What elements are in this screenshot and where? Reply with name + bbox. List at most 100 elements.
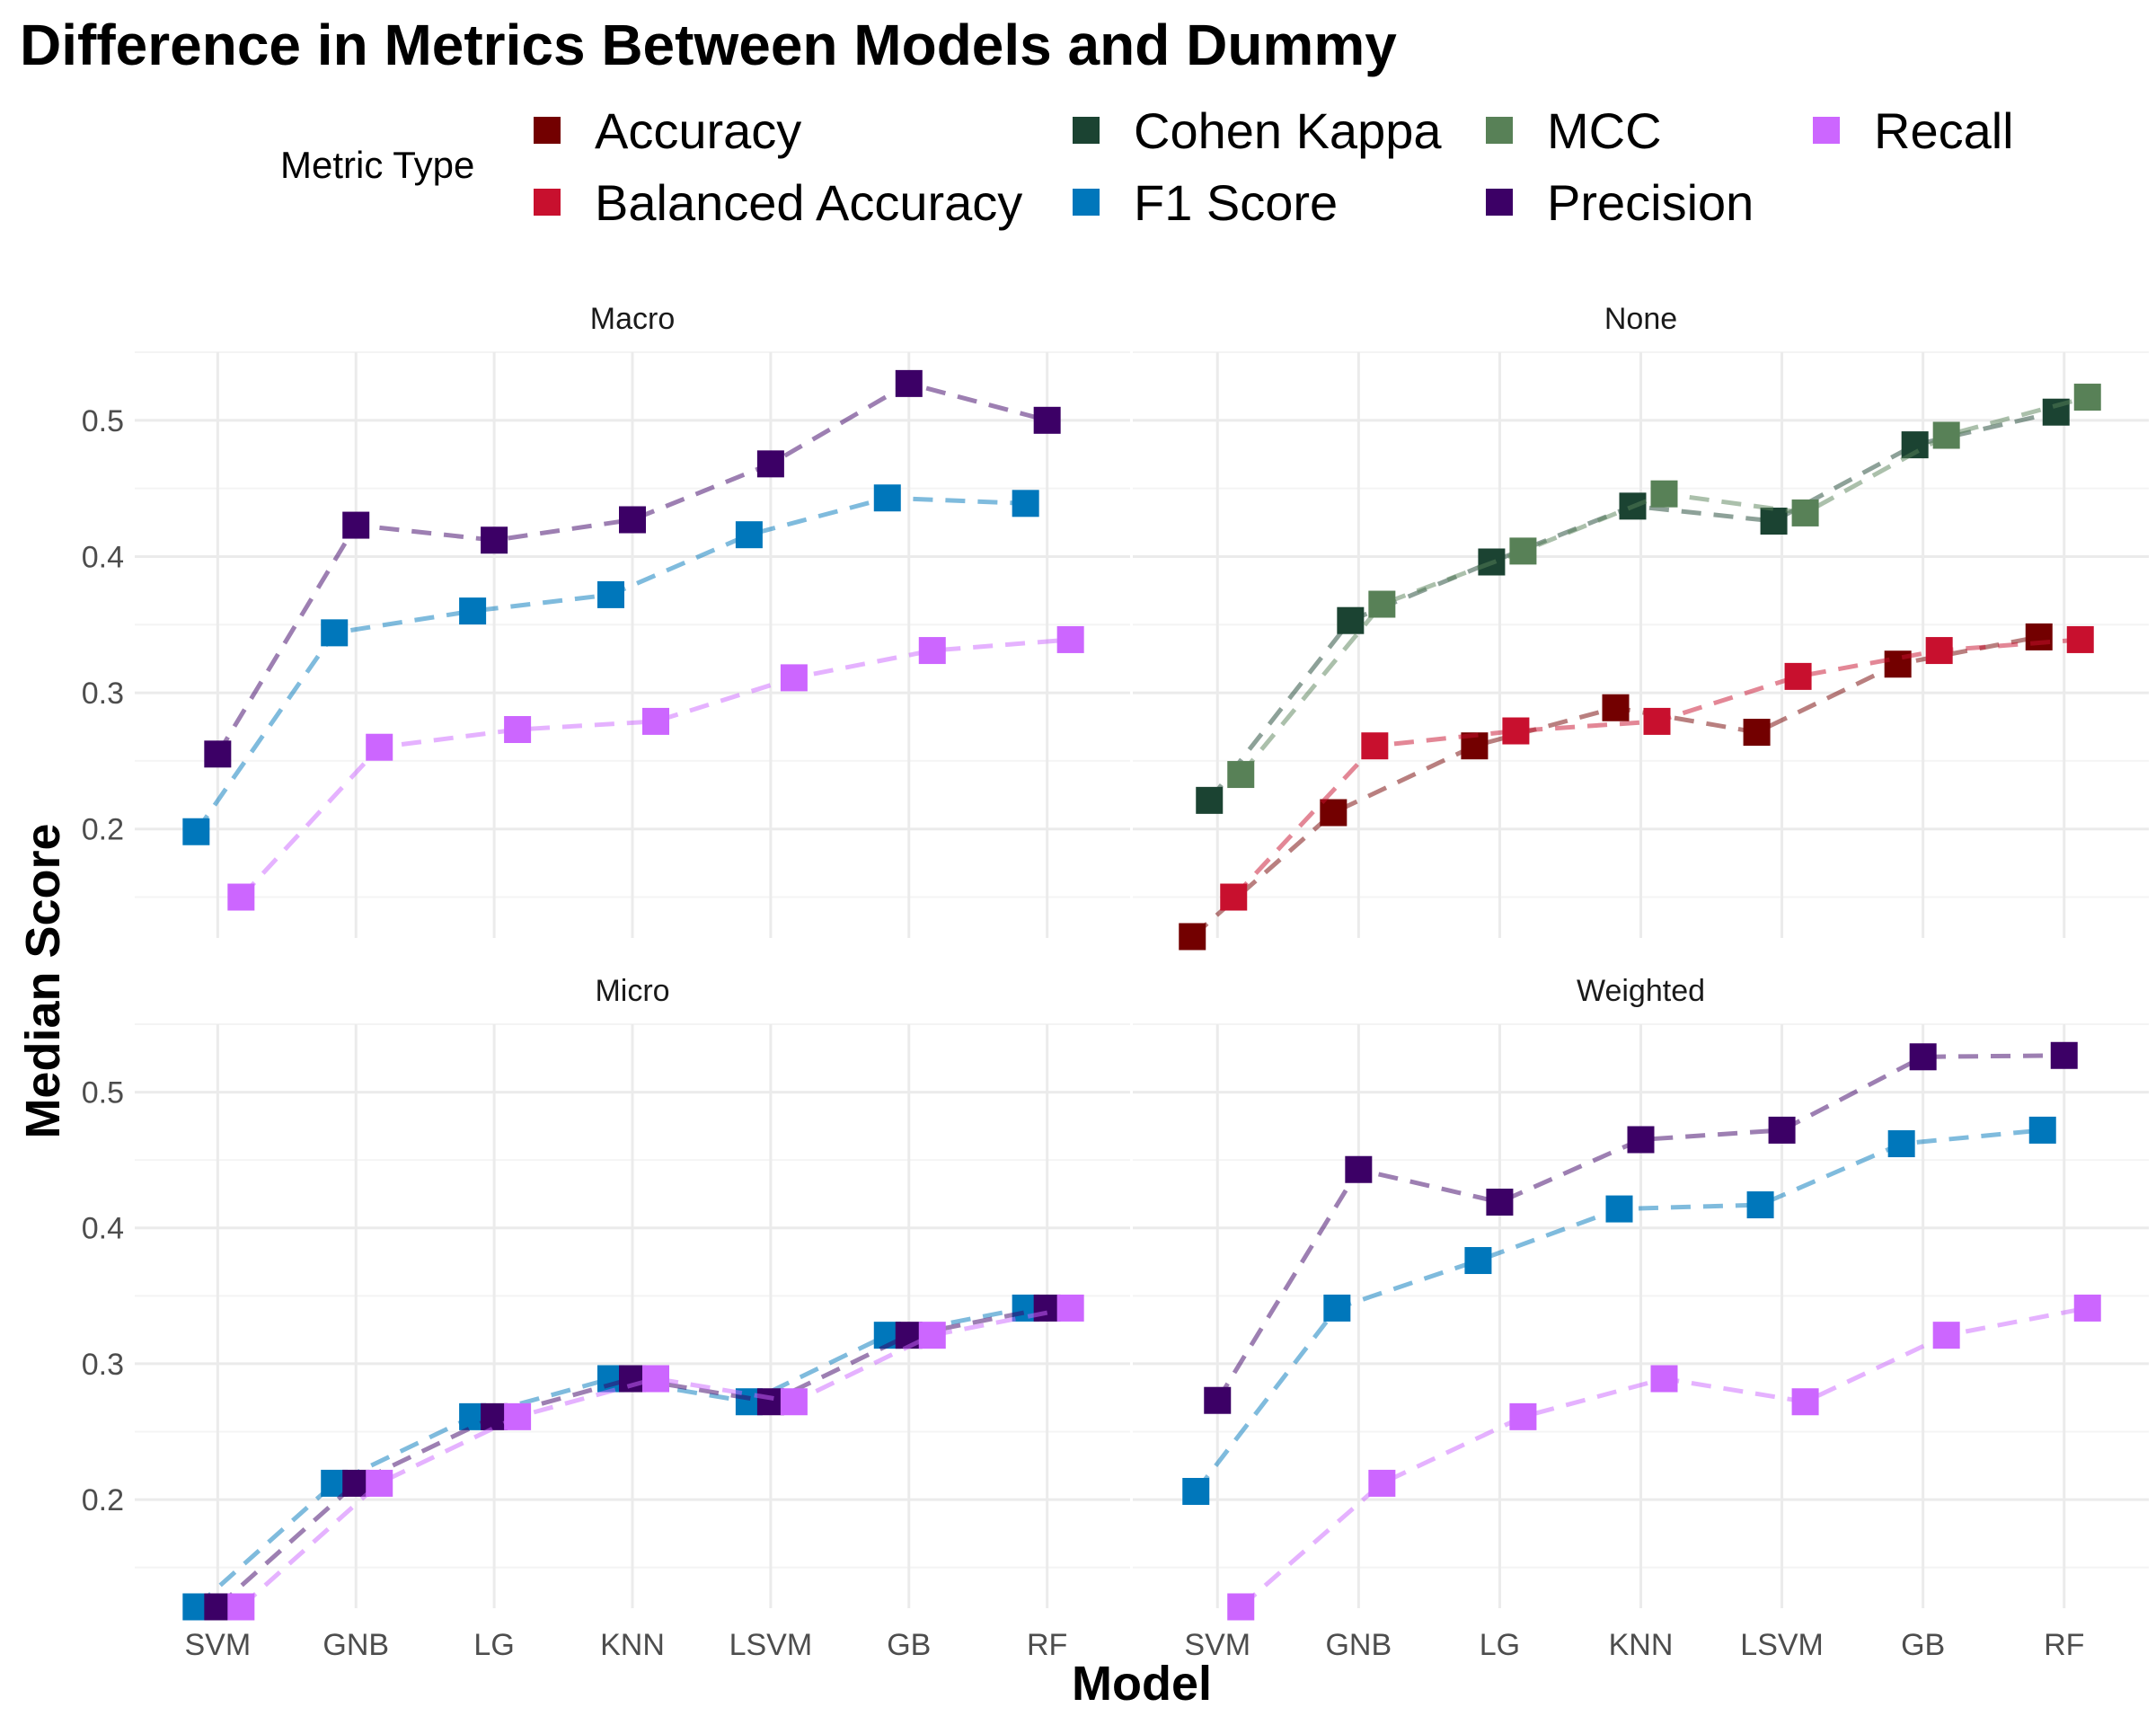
y-tick-label: 0.3 [82, 1348, 124, 1382]
x-tick-label-lsvm: LSVM [1740, 1628, 1824, 1662]
point-recall-knn [1650, 1365, 1678, 1393]
series-line-recall [239, 637, 1071, 899]
point-balanced-accuracy-lsvm [1784, 662, 1812, 690]
series-precision-macro [204, 369, 1061, 768]
series-line-accuracy [1190, 634, 2040, 939]
series-line-f1-score [1194, 1128, 2043, 1493]
y-tick-label: 0.4 [82, 1212, 124, 1246]
panel-grid-weighted [1133, 1023, 2149, 1608]
facet-panels: Macro 0.2 0.3 0.4 0.5 None Micro 0.2 0.3 0.4 0.5 SV… [82, 302, 2149, 1662]
point-f1-score-gb [1887, 1130, 1915, 1158]
point-f1-score-svm [1182, 1478, 1210, 1505]
legend-swatch-precision [1486, 189, 1513, 216]
legend-label-recall: Recall [1874, 102, 2014, 159]
point-balanced-accuracy-knn [1643, 707, 1671, 735]
panel-grid-micro [135, 1023, 1130, 1608]
legend-swatch-mcc [1486, 117, 1513, 144]
point-accuracy-svm [1179, 923, 1206, 951]
point-f1-score-lsvm [735, 521, 763, 549]
series-recall-micro [227, 1294, 1084, 1621]
point-f1-score-svm [182, 818, 210, 845]
point-f1-score-lg [1464, 1247, 1492, 1275]
series-line-f1-score [194, 495, 1026, 834]
point-accuracy-gnb [1320, 799, 1348, 827]
x-axis-title: Model [1072, 1657, 1212, 1711]
legend-item-recall: Recall [1813, 102, 2014, 159]
point-recall-gnb [366, 1469, 393, 1497]
legend-label-cohen-kappa: Cohen Kappa [1134, 102, 1442, 159]
point-accuracy-lsvm [1743, 719, 1771, 747]
series-line-recall [239, 1305, 1072, 1609]
x-tick-label-lg: LG [473, 1628, 514, 1662]
legend-swatch-recall [1813, 117, 1840, 144]
legend-swatch-cohen-kappa [1073, 117, 1100, 144]
y-tick-label: 0.2 [82, 1483, 124, 1517]
point-recall-knn [642, 1365, 669, 1393]
point-precision-knn [1627, 1126, 1655, 1154]
x-tick-label-svm: SVM [1184, 1628, 1250, 1662]
point-precision-gnb [342, 1469, 370, 1497]
point-accuracy-knn [1602, 694, 1630, 721]
point-precision-rf [1033, 1294, 1061, 1322]
point-recall-rf [1056, 625, 1084, 653]
panel-grid-none [1133, 351, 2149, 938]
series-precision-weighted [1204, 1041, 2078, 1414]
y-tick-label: 0.2 [82, 813, 124, 847]
legend-item-cohen-kappa: Cohen Kappa [1073, 102, 1442, 159]
point-recall-gb [918, 637, 946, 665]
x-tick-label-gnb: GNB [1325, 1628, 1392, 1662]
point-recall-svm [227, 883, 255, 911]
point-precision-lg [481, 1402, 508, 1430]
point-recall-lsvm [780, 664, 808, 692]
point-recall-gnb [366, 733, 393, 761]
point-mcc-gnb [1368, 590, 1396, 618]
legend-item-mcc: MCC [1486, 102, 1662, 159]
point-f1-score-knn [1605, 1195, 1633, 1223]
panel-grid-macro [135, 351, 1130, 938]
point-precision-gnb [1345, 1155, 1373, 1183]
point-recall-gb [1932, 1322, 1960, 1349]
x-tick-label-lg: LG [1480, 1628, 1520, 1662]
legend-item-precision: Precision [1486, 174, 1754, 231]
legend-label-accuracy: Accuracy [595, 102, 801, 159]
x-tick-label-gb: GB [1901, 1628, 1945, 1662]
y-tick-label: 0.5 [82, 404, 124, 438]
point-recall-lsvm [780, 1388, 808, 1416]
y-axis-title: Median Score [16, 823, 70, 1138]
point-precision-svm [204, 740, 232, 768]
point-balanced-accuracy-gb [1925, 637, 1953, 665]
point-balanced-accuracy-rf [2066, 625, 2094, 653]
point-f1-score-gnb [1323, 1294, 1351, 1322]
point-f1-score-gnb [321, 619, 349, 647]
series-f1-score-macro [182, 484, 1039, 845]
y-tick-label: 0.5 [82, 1076, 124, 1110]
point-precision-lsvm [756, 1388, 784, 1416]
panel-label-micro: Micro [595, 974, 669, 1008]
series-line-cohen-kappa [1207, 410, 2057, 802]
x-tick-label-rf: RF [2044, 1628, 2084, 1662]
point-precision-gnb [342, 511, 370, 539]
panel-label-none: None [1604, 302, 1677, 336]
point-f1-score-knn [597, 580, 624, 608]
legend: Accuracy Balanced Accuracy Cohen Kappa F1 S… [534, 102, 2014, 231]
legend-item-balanced-accuracy: Balanced Accuracy [534, 174, 1022, 231]
legend-swatch-f1-score [1073, 189, 1100, 216]
series-line-balanced-accuracy [1232, 637, 2081, 899]
point-f1-score-lg [459, 597, 487, 625]
legend-item-f1-score: F1 Score [1073, 174, 1338, 231]
point-mcc-knn [1650, 480, 1678, 508]
x-tick-label-gnb: GNB [323, 1628, 389, 1662]
legend-swatch-accuracy [534, 117, 561, 144]
legend-label-precision: Precision [1547, 174, 1754, 231]
point-precision-lsvm [756, 450, 784, 478]
point-precision-lsvm [1768, 1116, 1796, 1144]
point-recall-rf [1056, 1294, 1084, 1322]
x-tick-label-svm: SVM [184, 1628, 251, 1662]
point-recall-svm [1227, 1593, 1255, 1621]
point-balanced-accuracy-lg [1502, 717, 1530, 745]
panel-weighted: Weighted SVM GNB LG KNN LSVM GB RF [1133, 974, 2149, 1662]
series-cohen-kappa-none [1196, 398, 2070, 814]
point-f1-score-rf [2028, 1116, 2056, 1144]
